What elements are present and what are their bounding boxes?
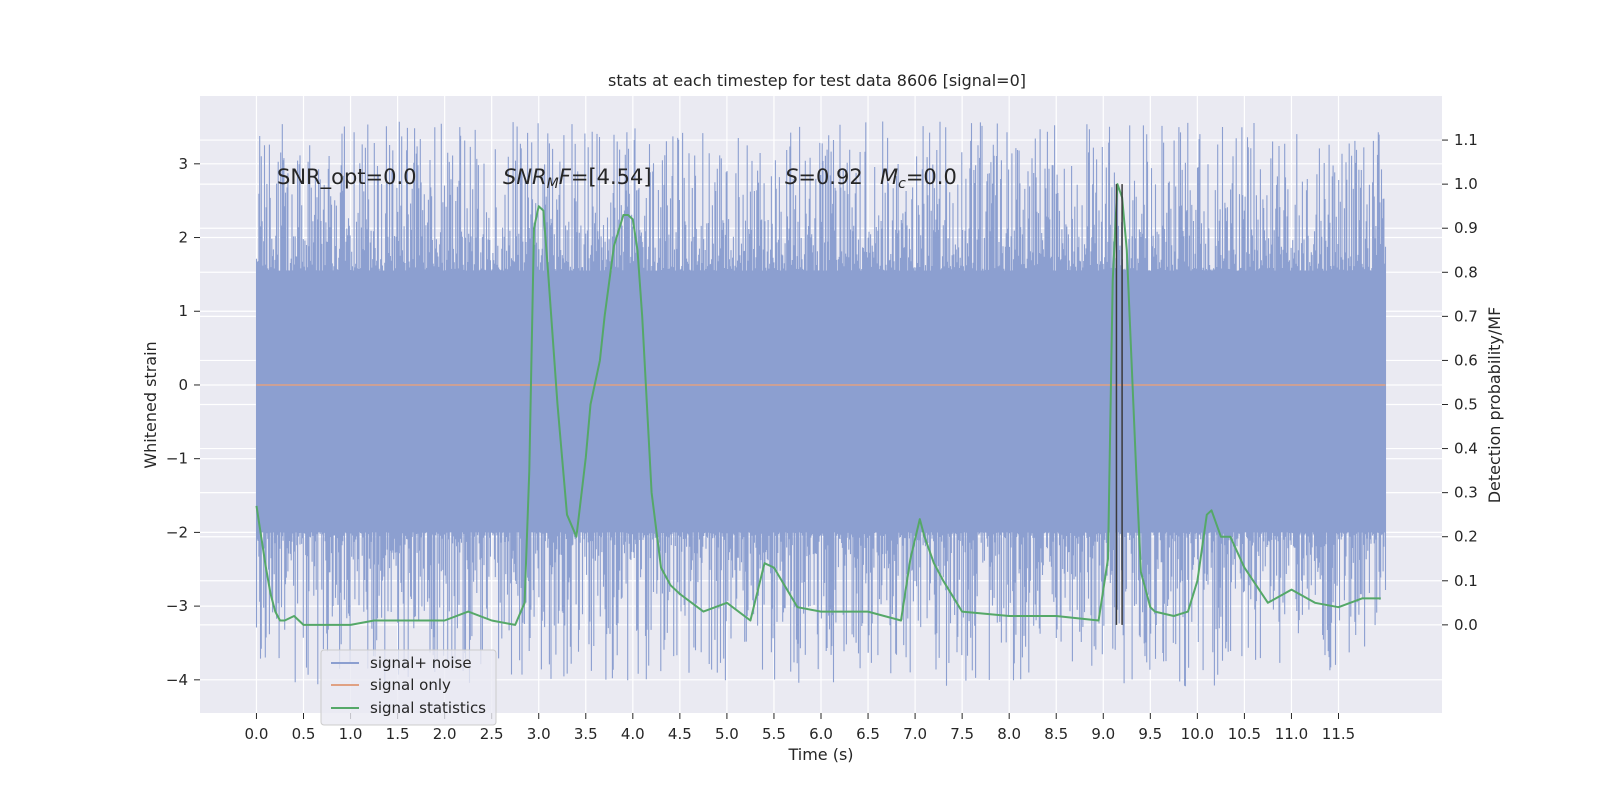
y-tick-label: −2	[166, 523, 188, 541]
x-tick-label: 11.0	[1275, 725, 1308, 743]
s-symbol: S	[785, 165, 798, 189]
legend-label-signal-statistics: signal statistics	[370, 699, 486, 717]
y-tick-label: 2	[178, 229, 188, 247]
x-tick-label: 3.0	[527, 725, 551, 743]
s-annotation: S=0.92	[785, 165, 863, 189]
s-value: =0.92	[798, 165, 862, 189]
x-tick-label: 1.0	[339, 725, 363, 743]
x-tick-label: 10.0	[1181, 725, 1214, 743]
y-tick-label: 3	[178, 155, 188, 173]
x-tick-label: 1.5	[386, 725, 410, 743]
y-right-tick-label: 0.3	[1454, 484, 1478, 502]
y-right-tick-label: 0.4	[1454, 440, 1478, 458]
x-tick-label: 10.5	[1228, 725, 1261, 743]
x-tick-label: 4.0	[621, 725, 645, 743]
chart-title: stats at each timestep for test data 860…	[608, 71, 1026, 90]
y-axis-right-label: Detection probability/MF	[1485, 307, 1504, 504]
x-tick-label: 9.0	[1091, 725, 1115, 743]
y-axis-ticks: −4 −3 −2 −1 0 1 2 3	[166, 155, 200, 689]
snr-mf-main: SNR	[503, 165, 547, 189]
legend-box	[320, 649, 497, 726]
mc-annotation: Mc=0.0	[880, 165, 957, 192]
mc-value: =0.0	[906, 165, 957, 189]
x-tick-label: 4.5	[668, 725, 692, 743]
x-tick-label: 5.5	[762, 725, 786, 743]
x-tick-label: 7.5	[950, 725, 974, 743]
y-axis-label: Whitened strain	[141, 341, 160, 468]
y-right-tick-label: 0.0	[1454, 616, 1478, 634]
y-tick-label: 1	[178, 302, 188, 320]
y-right-tick-label: 0.9	[1454, 219, 1478, 237]
y-right-tick-label: 0.7	[1454, 307, 1478, 325]
x-tick-label: 7.0	[903, 725, 927, 743]
signal-statistics-series	[255, 183, 1381, 626]
y-right-tick-label: 0.8	[1454, 263, 1478, 281]
x-tick-label: 3.5	[574, 725, 598, 743]
y-right-tick-label: 0.6	[1454, 351, 1478, 369]
signal-noise-series	[255, 121, 1387, 687]
snr-mf-f: F	[559, 165, 572, 189]
y-axis-right-ticks: 0.0 0.1 0.2 0.3 0.4 0.5 0.6 0.7 0.8 0.9 1.0 1.1	[1442, 131, 1478, 634]
mc-subscript: c	[898, 176, 906, 192]
x-axis-ticks: 0.0 0.5 1.0 1.5 2.0 2.5 3.0 3.5 4.0 4.5 5.0 5.5 6.0 6…	[245, 713, 1355, 743]
x-tick-label: 9.5	[1138, 725, 1162, 743]
legend: signal+ noise signal only signal statist…	[320, 649, 497, 726]
y-right-tick-label: 1.1	[1454, 131, 1478, 149]
x-tick-label: 8.0	[997, 725, 1021, 743]
x-tick-label: 11.5	[1322, 725, 1355, 743]
x-tick-label: 0.0	[245, 725, 269, 743]
y-right-tick-label: 0.5	[1454, 396, 1478, 414]
signal-statistics-line	[255, 183, 1381, 626]
snr-opt-annotation: SNR_opt=0.0	[277, 165, 417, 190]
noise-spikes	[255, 121, 1387, 687]
x-tick-label: 0.5	[292, 725, 316, 743]
y-tick-label: −4	[166, 671, 188, 689]
x-tick-label: 2.0	[433, 725, 457, 743]
mc-symbol: M	[880, 165, 898, 189]
x-tick-label: 6.5	[856, 725, 880, 743]
snr-mf-subscript: M	[547, 176, 559, 192]
x-tick-label: 2.5	[480, 725, 504, 743]
x-tick-label: 6.0	[809, 725, 833, 743]
legend-label-signal-only: signal only	[370, 676, 451, 694]
snr-mf-value: =[4.54]	[571, 165, 652, 189]
y-tick-label: 0	[178, 376, 188, 394]
snr-mf-annotation: SNRMF=[4.54]	[503, 165, 652, 192]
x-axis-label: Time (s)	[787, 745, 853, 764]
detection-vlines	[1115, 184, 1123, 625]
y-right-tick-label: 0.1	[1454, 572, 1478, 590]
y-tick-label: −3	[166, 597, 188, 615]
y-right-tick-label: 1.0	[1454, 175, 1478, 193]
y-tick-label: −1	[166, 450, 188, 468]
x-tick-label: 5.0	[715, 725, 739, 743]
x-tick-label: 8.5	[1044, 725, 1068, 743]
y-right-tick-label: 0.2	[1454, 528, 1478, 546]
legend-label-signal-noise: signal+ noise	[370, 654, 472, 672]
